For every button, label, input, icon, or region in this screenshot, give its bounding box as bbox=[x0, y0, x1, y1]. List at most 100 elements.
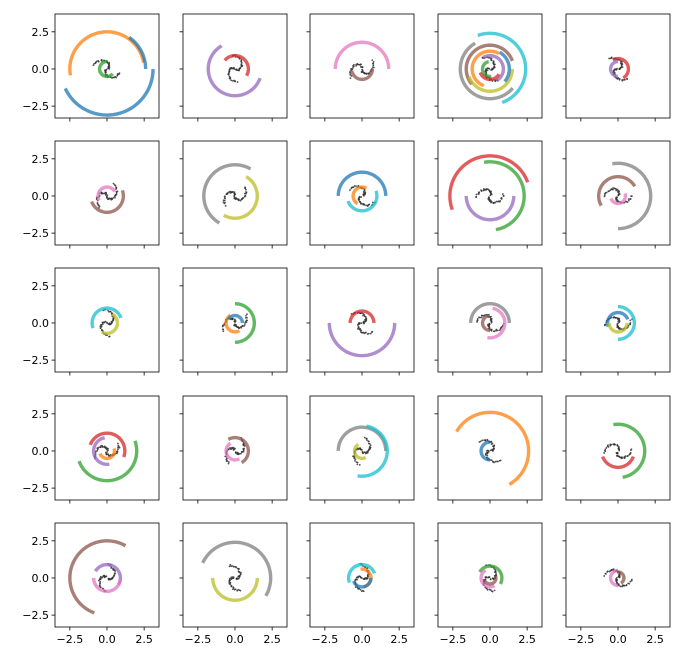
galaxy-point bbox=[237, 198, 240, 201]
galaxy-point bbox=[350, 187, 353, 190]
galaxy-point bbox=[361, 66, 364, 69]
arc-orange bbox=[455, 410, 531, 486]
subplot-2-1 bbox=[179, 267, 288, 376]
galaxy-point bbox=[358, 588, 360, 590]
galaxy-point bbox=[106, 322, 109, 325]
galaxy-point bbox=[227, 74, 230, 76]
galaxy-point bbox=[110, 312, 113, 315]
galaxy-point bbox=[494, 570, 497, 573]
galaxy-point bbox=[352, 66, 354, 69]
galaxy-point bbox=[489, 589, 492, 591]
galaxy-point bbox=[240, 326, 243, 329]
arc-cyan bbox=[477, 31, 528, 105]
galaxy-point bbox=[229, 583, 232, 586]
galaxy-point bbox=[609, 444, 612, 447]
galaxy-point bbox=[362, 314, 365, 317]
galaxy-point bbox=[360, 329, 363, 332]
galaxy-point bbox=[349, 189, 351, 191]
galaxy-point bbox=[490, 193, 493, 196]
galaxy-point bbox=[108, 62, 111, 65]
galaxy-point bbox=[618, 584, 621, 587]
galaxy-point bbox=[477, 316, 480, 319]
subplot-4-1: −2.5 0.0 2.5 bbox=[179, 522, 288, 646]
galaxy-point bbox=[105, 193, 107, 196]
galaxy-point bbox=[232, 565, 235, 568]
plot-area bbox=[455, 410, 531, 486]
subplot-0-4 bbox=[562, 13, 671, 122]
x-tick-label: −2.5 bbox=[56, 633, 83, 646]
axes-frame bbox=[565, 522, 671, 628]
galaxy-point bbox=[488, 190, 491, 193]
plot-area bbox=[201, 540, 273, 602]
galaxy-point bbox=[355, 63, 358, 66]
galaxy-point bbox=[365, 72, 368, 75]
galaxy-point bbox=[626, 78, 629, 81]
galaxy-point bbox=[238, 574, 241, 577]
galaxy-point bbox=[615, 196, 618, 199]
galaxy-point bbox=[355, 185, 357, 188]
galaxy-point bbox=[227, 462, 230, 465]
plot-area bbox=[458, 31, 528, 105]
galaxy-point bbox=[363, 436, 366, 439]
plot-area bbox=[202, 163, 259, 225]
arc-brown bbox=[596, 174, 637, 207]
x-tick-label: 2.5 bbox=[135, 633, 153, 646]
plot-area bbox=[206, 44, 262, 98]
galaxy-point bbox=[604, 450, 607, 453]
galaxy-point bbox=[242, 196, 244, 199]
plot-area bbox=[478, 564, 504, 593]
galaxy-point bbox=[369, 332, 372, 335]
galaxy-point bbox=[365, 317, 367, 320]
galaxy-point bbox=[100, 325, 103, 328]
plot-area bbox=[468, 301, 512, 340]
x-tick-label: 2.5 bbox=[390, 633, 408, 646]
subplot-1-0: 2.5 0.0 −2.5 bbox=[22, 140, 160, 249]
galaxy-point bbox=[623, 457, 626, 459]
galaxy-point bbox=[238, 326, 241, 329]
arc-purple bbox=[608, 59, 619, 79]
x-tick-label: 0.0 bbox=[481, 633, 499, 646]
galaxy-point bbox=[359, 65, 362, 68]
galaxy-point bbox=[614, 68, 617, 71]
galaxy-point bbox=[245, 191, 247, 193]
x-tick-label: 2.5 bbox=[263, 633, 281, 646]
galaxy-point bbox=[106, 451, 109, 453]
galaxy-point bbox=[93, 62, 96, 65]
galaxy-point bbox=[618, 328, 621, 331]
galaxy-point bbox=[243, 447, 246, 450]
galaxy-point bbox=[353, 185, 356, 187]
galaxy-point bbox=[225, 458, 228, 461]
galaxy-point bbox=[366, 577, 369, 580]
galaxy-point bbox=[245, 319, 248, 322]
galaxy-point bbox=[100, 59, 103, 62]
galaxy-point bbox=[369, 444, 372, 447]
arc-red bbox=[611, 56, 631, 80]
arc-orange bbox=[470, 49, 500, 88]
galaxy-point bbox=[483, 439, 485, 442]
galaxy-point bbox=[617, 583, 620, 586]
galaxy-point bbox=[244, 186, 246, 189]
galaxy-point bbox=[112, 196, 115, 199]
galaxy-point bbox=[349, 77, 352, 80]
galaxy-point bbox=[364, 191, 367, 194]
axes-frame bbox=[309, 13, 415, 119]
galaxy-point bbox=[223, 199, 226, 202]
galaxy-point bbox=[98, 584, 101, 587]
galaxy-point bbox=[629, 319, 632, 322]
galaxy-point bbox=[628, 582, 631, 585]
arc-brown bbox=[68, 539, 127, 615]
galaxy-point bbox=[364, 318, 367, 321]
arc-gray bbox=[458, 41, 515, 101]
galaxy-point bbox=[100, 323, 102, 326]
galaxy-point bbox=[366, 451, 369, 454]
galaxy-point bbox=[229, 563, 232, 566]
arc-brown bbox=[480, 313, 491, 333]
arc-red bbox=[448, 154, 530, 211]
arc-green bbox=[613, 422, 647, 479]
galaxy-point bbox=[228, 565, 231, 568]
plot-area bbox=[336, 170, 388, 213]
galaxy-point bbox=[114, 193, 117, 196]
galaxy-point bbox=[230, 448, 232, 451]
galaxy-point bbox=[360, 71, 363, 74]
galaxy-point bbox=[621, 79, 624, 82]
